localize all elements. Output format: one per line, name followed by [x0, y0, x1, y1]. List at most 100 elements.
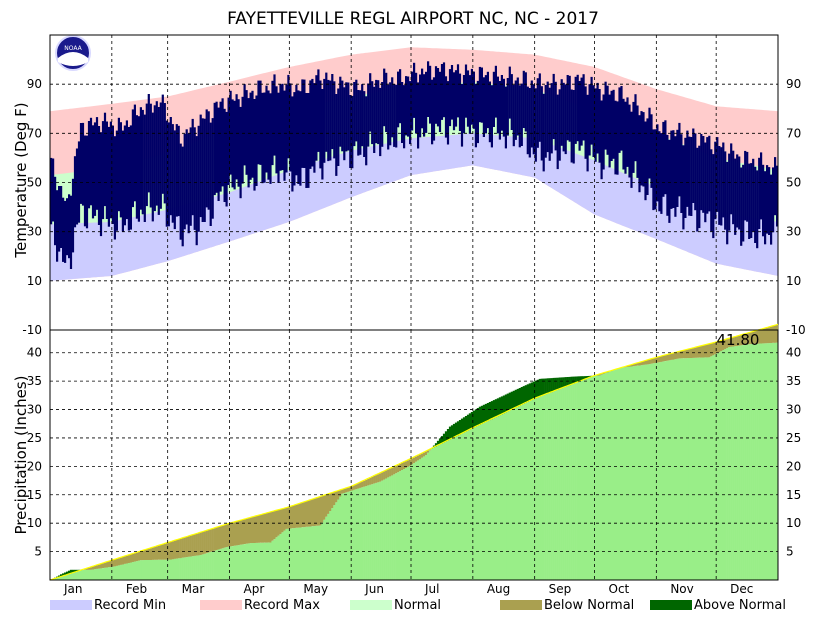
observed-temp-bar [444, 76, 448, 138]
precip-fill [62, 576, 65, 580]
precip-below-normal [385, 470, 388, 479]
temp-y-tick-left: 70 [27, 126, 42, 140]
precip-above-normal [542, 378, 545, 396]
precip-fill [77, 571, 81, 580]
observed-temp-bar [744, 150, 747, 221]
observed-temp-bar [157, 107, 160, 215]
precip-below-normal [650, 359, 653, 364]
precip-fill [79, 570, 83, 580]
precip-below-normal [660, 356, 663, 362]
precip-below-normal [247, 518, 250, 544]
precip-fill [442, 442, 446, 580]
precip-fill [331, 508, 334, 580]
observed-temp-bar [626, 97, 629, 167]
observed-temp-bar [586, 94, 589, 172]
precip-fill [117, 565, 121, 580]
precip-below-normal [726, 339, 729, 349]
precip-fill [434, 446, 438, 580]
precip-below-normal [93, 565, 97, 570]
precip-fill [726, 348, 729, 580]
precip-fill [357, 488, 360, 580]
observed-temp-bar [634, 94, 637, 162]
precip-fill [750, 344, 753, 580]
observed-temp-bar [66, 198, 69, 256]
observed-temp-bar [379, 87, 382, 157]
observed-temp-bar [614, 100, 617, 175]
observed-temp-bar [56, 190, 59, 262]
observed-temp-bar [393, 84, 396, 147]
precip-fill [530, 400, 533, 580]
precip-below-normal [181, 538, 184, 558]
precip-fill [488, 420, 492, 580]
precip-above-normal [436, 440, 440, 446]
observed-temp-bar [145, 103, 148, 207]
precip-below-normal [211, 528, 214, 552]
precip-below-normal [708, 344, 711, 358]
precip-fill [207, 552, 210, 580]
precip-fill [770, 343, 773, 580]
precip-fill [121, 564, 125, 580]
observed-temp-bar [530, 80, 533, 148]
precip-fill [752, 344, 755, 580]
observed-temp-bar [532, 84, 535, 155]
precip-fill [774, 342, 777, 580]
precip-below-normal [119, 557, 123, 565]
precip-fill [103, 567, 107, 580]
observed-temp-bar [526, 86, 529, 155]
precip-below-normal [193, 534, 196, 556]
precip-below-normal [103, 562, 107, 568]
precip-below-normal [389, 468, 392, 477]
precip-fill [596, 375, 599, 580]
precip-below-normal [668, 354, 671, 361]
month-x-tick: Dec [730, 582, 753, 596]
observed-temp-bar [630, 111, 633, 188]
precip-below-normal [295, 504, 298, 528]
precip-below-normal [738, 335, 741, 346]
precip-above-normal [502, 395, 506, 414]
precip-below-normal [698, 346, 701, 358]
precip-below-normal [363, 480, 366, 487]
observed-temp-bar [149, 103, 152, 208]
precip-fill [454, 436, 458, 580]
observed-temp-bar [438, 71, 442, 132]
precip-fill [149, 559, 152, 580]
observed-temp-bar [676, 129, 679, 207]
observed-temp-bar [151, 112, 154, 222]
observed-temp-bar [612, 89, 615, 159]
precip-above-normal [576, 376, 579, 383]
precip-below-normal [598, 374, 601, 376]
observed-temp-bar [616, 101, 619, 175]
precip-fill [341, 493, 344, 580]
precip-fill [760, 343, 763, 580]
observed-temp-bar [474, 83, 477, 148]
observed-temp-bar [395, 84, 398, 148]
precip-below-normal [750, 332, 753, 345]
observed-temp-bar [251, 90, 254, 178]
precip-fill [199, 555, 202, 580]
observed-temp-bar [245, 90, 248, 175]
observed-temp-bar [472, 71, 475, 129]
precip-below-normal [774, 325, 777, 343]
observed-temp-bar [121, 130, 124, 232]
observed-temp-bar [155, 101, 158, 206]
precip-below-normal [694, 347, 697, 358]
observed-temp-bar [277, 92, 280, 183]
observed-temp-bar [562, 82, 565, 152]
precip-fill [147, 560, 150, 580]
precip-below-normal [135, 552, 139, 562]
observed-temp-bar [201, 118, 204, 222]
precip-fill [177, 558, 180, 580]
temp-y-tick-right: -10 [786, 323, 806, 337]
precip-above-normal [460, 418, 464, 434]
legend-swatch [200, 600, 242, 610]
precip-below-normal [311, 499, 314, 527]
observed-temp-bar [427, 61, 430, 117]
precip-fill [634, 365, 637, 580]
observed-temp-bar [321, 89, 324, 180]
precip-below-normal [145, 549, 148, 560]
precip-below-normal [285, 507, 288, 529]
month-x-tick: May [303, 582, 328, 596]
observed-temp-bar [211, 118, 214, 219]
observed-temp-bar [688, 136, 691, 216]
precip-below-normal [706, 344, 709, 358]
